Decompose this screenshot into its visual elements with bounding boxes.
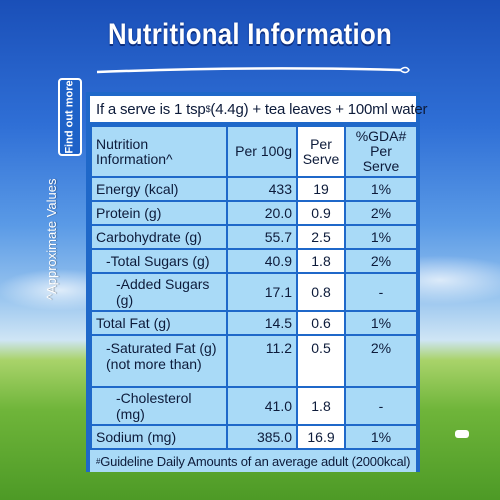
serve-sup: $ — [205, 104, 211, 114]
find-out-more-tab[interactable]: Find out more — [58, 78, 82, 156]
row-per100: 40.9 — [226, 248, 298, 274]
row-gda: 1% — [344, 424, 418, 450]
title-swoosh-icon — [96, 66, 410, 74]
gda-footnote: # Guideline Daily Amounts of an average a… — [90, 450, 416, 472]
row-label: Protein (g) — [90, 200, 228, 226]
row-perserve: 1.8 — [296, 248, 346, 274]
row-per100: 385.0 — [226, 424, 298, 450]
header-per-100g: Per 100g — [226, 125, 298, 178]
row-gda: 1% — [344, 224, 418, 250]
row-per100: 41.0 — [226, 386, 298, 426]
row-gda: - — [344, 272, 418, 312]
table-header-row: Nutrition Information^ Per 100g Per Serv… — [90, 125, 418, 178]
footnote-sup: # — [96, 456, 101, 466]
row-gda: 1% — [344, 176, 418, 202]
table-row: Total Fat (g) 14.5 0.6 1% — [90, 310, 418, 336]
row-per100: 433 — [226, 176, 298, 202]
page-title: Nutritional Information — [108, 18, 392, 51]
row-label: Total Fat (g) — [90, 310, 228, 336]
table-row: -Saturated Fat (g) (not more than) 11.2 … — [90, 334, 418, 388]
row-perserve: 16.9 — [296, 424, 346, 450]
table-row: Protein (g) 20.0 0.9 2% — [90, 200, 418, 226]
table-row: Sodium (mg) 385.0 16.9 1% — [90, 424, 418, 450]
row-gda: 2% — [344, 334, 418, 388]
nutrition-table: Nutrition Information^ Per 100g Per Serv… — [90, 125, 418, 450]
row-per100: 14.5 — [226, 310, 298, 336]
row-perserve: 19 — [296, 176, 346, 202]
table-row: -Total Sugars (g) 40.9 1.8 2% — [90, 248, 418, 274]
row-gda: - — [344, 386, 418, 426]
row-label: Sodium (mg) — [90, 424, 228, 450]
row-perserve: 0.9 — [296, 200, 346, 226]
row-gda: 1% — [344, 310, 418, 336]
row-per100: 17.1 — [226, 272, 298, 312]
header-nutrition: Nutrition Information^ — [90, 125, 228, 178]
table-row: -Added Sugars (g) 17.1 0.8 - — [90, 272, 418, 312]
header-per-serve: Per Serve — [296, 125, 346, 178]
cow-icon — [455, 430, 469, 438]
table-row: Carbohydrate (g) 55.7 2.5 1% — [90, 224, 418, 250]
table-row: Energy (kcal) 433 19 1% — [90, 176, 418, 202]
row-per100: 55.7 — [226, 224, 298, 250]
serve-size-line: If a serve is 1 tsp $ (4.4g) + tea leaves… — [90, 96, 427, 122]
approximate-values-label: ^Approximate Values — [44, 178, 59, 300]
find-out-more-label: Find out more — [64, 80, 77, 154]
serve-suffix: (4.4g) + tea leaves + 100ml water — [210, 100, 428, 118]
row-perserve: 0.6 — [296, 310, 346, 336]
row-gda: 2% — [344, 200, 418, 226]
row-per100: 20.0 — [226, 200, 298, 226]
row-label: -Cholesterol (mg) — [90, 386, 228, 426]
nutrition-panel: If a serve is 1 tsp $ (4.4g) + tea leaves… — [86, 92, 427, 472]
row-label: Carbohydrate (g) — [90, 224, 228, 250]
table-row: -Cholesterol (mg) 41.0 1.8 - — [90, 386, 418, 426]
row-label: -Total Sugars (g) — [90, 248, 228, 274]
header-gda: %GDA# Per Serve — [344, 125, 418, 178]
row-perserve: 2.5 — [296, 224, 346, 250]
footnote-text: Guideline Daily Amounts of an average ad… — [100, 453, 411, 469]
row-label: Energy (kcal) — [90, 176, 228, 202]
row-label: -Added Sugars (g) — [90, 272, 228, 312]
row-per100: 11.2 — [226, 334, 298, 388]
row-perserve: 0.8 — [296, 272, 346, 312]
row-label: -Saturated Fat (g) (not more than) — [90, 334, 228, 388]
row-gda: 2% — [344, 248, 418, 274]
serve-prefix: If a serve is 1 tsp — [96, 100, 206, 118]
row-perserve: 1.8 — [296, 386, 346, 426]
row-perserve: 0.5 — [296, 334, 346, 388]
